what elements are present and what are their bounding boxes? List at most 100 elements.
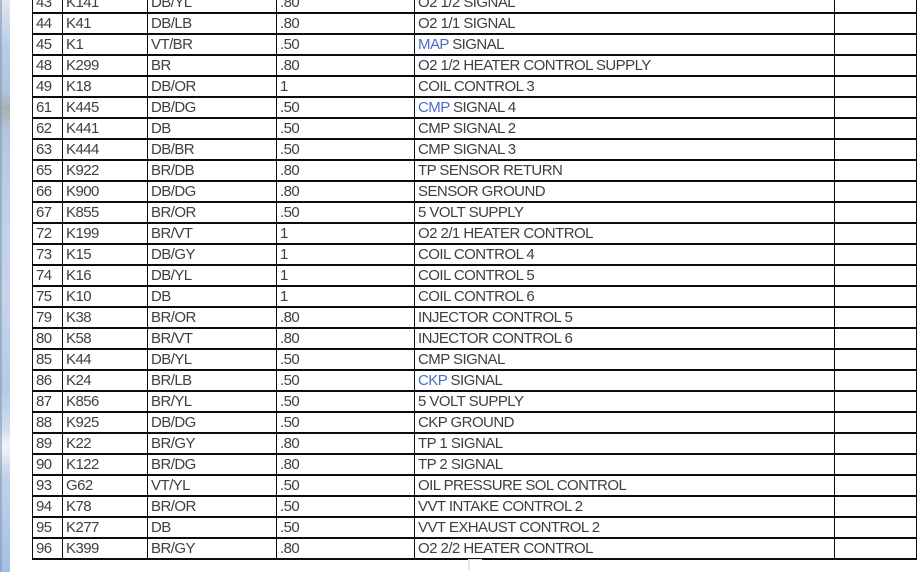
wire-color-code: BR/GY [151, 435, 195, 452]
wire-color-cell: BR/DB [147, 159, 277, 182]
notes-cell [834, 348, 917, 371]
circuit-code: K445 [66, 99, 99, 116]
function-cell: O2 1/2 HEATER CONTROL SUPPLY [414, 54, 835, 77]
wire-color-code: DB/BR [151, 141, 195, 158]
gauge-value: .50 [280, 393, 300, 410]
wire-color-cell: DB/DG [147, 180, 277, 203]
wire-color-cell: DB [147, 285, 277, 308]
function-cell: MAP SIGNAL [414, 33, 835, 56]
background-photo-sliver [0, 0, 10, 572]
notes-cell [834, 54, 917, 77]
pin-cell: 49 [32, 75, 63, 98]
wire-color-cell: DB/YL [147, 348, 277, 371]
circuit-code: K1 [66, 36, 84, 53]
wire-color-code: DB [151, 519, 171, 536]
gauge-cell: .50 [276, 495, 415, 518]
notes-cell [834, 390, 917, 413]
table-row: 88 K925 DB/DG .50 CKP GROUND [32, 411, 917, 434]
wire-color-code: DB/YL [151, 267, 192, 284]
gauge-cell: .50 [276, 138, 415, 161]
pin-cell: 66 [32, 180, 63, 203]
function-text: VVT INTAKE CONTROL 2 [418, 498, 583, 515]
pin-cell: 65 [32, 159, 63, 182]
wire-color-cell: VT/BR [147, 33, 277, 56]
circuit-cell: K856 [62, 390, 148, 413]
function-text: O2 1/2 HEATER CONTROL SUPPLY [418, 57, 651, 74]
wire-color-code: BR/OR [151, 204, 196, 221]
function-text: CMP SIGNAL [418, 351, 505, 368]
circuit-cell: K299 [62, 54, 148, 77]
component-link[interactable]: MAP [418, 36, 449, 53]
circuit-cell: K16 [62, 264, 148, 287]
function-text: INJECTOR CONTROL 6 [418, 330, 573, 347]
function-text: COIL CONTROL 6 [418, 288, 535, 305]
pin-number: 62 [36, 120, 52, 137]
notes-cell [834, 201, 917, 224]
pin-cell: 89 [32, 432, 63, 455]
component-link[interactable]: CMP [418, 99, 450, 116]
circuit-cell: K44 [62, 348, 148, 371]
gauge-cell: .80 [276, 432, 415, 455]
function-cell: O2 2/2 HEATER CONTROL [414, 537, 835, 560]
function-cell: INJECTOR CONTROL 6 [414, 327, 835, 350]
wire-color-code: BR/OR [151, 309, 196, 326]
pin-cell: 85 [32, 348, 63, 371]
circuit-cell: K277 [62, 516, 148, 539]
circuit-cell: K855 [62, 201, 148, 224]
circuit-code: K15 [66, 246, 92, 263]
circuit-code: K24 [66, 372, 92, 389]
wire-color-code: VT/YL [151, 477, 190, 494]
pin-number: 66 [36, 183, 52, 200]
circuit-code: K922 [66, 162, 99, 179]
wire-color-code: BR/DG [151, 456, 196, 473]
gauge-value: .80 [280, 15, 300, 32]
wire-color-cell: BR [147, 54, 277, 77]
gauge-value: 1 [280, 225, 288, 242]
function-text: TP 2 SIGNAL [418, 456, 503, 473]
pin-number: 88 [36, 414, 52, 431]
function-text: COIL CONTROL 5 [418, 267, 535, 284]
table-row: 87 K856 BR/YL .50 5 VOLT SUPPLY [32, 390, 917, 413]
circuit-code: K41 [66, 15, 92, 32]
gauge-value: .50 [280, 120, 300, 137]
table-row: 48 K299 BR .80 O2 1/2 HEATER CONTROL SUP… [32, 54, 917, 77]
pin-number: 85 [36, 351, 52, 368]
circuit-cell: G62 [62, 474, 148, 497]
notes-cell [834, 432, 917, 455]
pin-cell: 74 [32, 264, 63, 287]
table-row: 66 K900 DB/DG .80 SENSOR GROUND [32, 180, 917, 203]
circuit-cell: K900 [62, 180, 148, 203]
pin-number: 63 [36, 141, 52, 158]
wire-color-code: DB/DG [151, 183, 196, 200]
function-cell: TP SENSOR RETURN [414, 159, 835, 182]
gauge-value: 1 [280, 78, 288, 95]
notes-cell [834, 264, 917, 287]
gauge-cell: .80 [276, 453, 415, 476]
pin-cell: 43 [32, 0, 63, 14]
wire-color-cell: BR/GY [147, 432, 277, 455]
circuit-code: K16 [66, 267, 92, 284]
wire-color-cell: BR/GY [147, 537, 277, 560]
function-text: CMP SIGNAL 2 [418, 120, 516, 137]
table-row: 65 K922 BR/DB .80 TP SENSOR RETURN [32, 159, 917, 182]
notes-cell [834, 75, 917, 98]
pin-cell: 79 [32, 306, 63, 329]
table-row: 85 K44 DB/YL .50 CMP SIGNAL [32, 348, 917, 371]
gauge-value: .50 [280, 414, 300, 431]
wire-color-cell: VT/YL [147, 474, 277, 497]
component-link[interactable]: CKP [418, 372, 447, 389]
function-text: VVT EXHAUST CONTROL 2 [418, 519, 600, 536]
circuit-code: K299 [66, 57, 99, 74]
circuit-code: K399 [66, 540, 99, 557]
function-cell: 5 VOLT SUPPLY [414, 201, 835, 224]
gauge-value: .80 [280, 57, 300, 74]
pin-number: 94 [36, 498, 52, 515]
connector-pinout-table: 43 K141 DB/YL .80 O2 1/2 SIGNAL 44 K41 D… [32, 0, 917, 560]
pin-cell: 88 [32, 411, 63, 434]
gauge-cell: .50 [276, 390, 415, 413]
notes-cell [834, 0, 917, 14]
circuit-code: G62 [66, 477, 93, 494]
notes-cell [834, 159, 917, 182]
circuit-cell: K41 [62, 12, 148, 35]
gauge-cell: .50 [276, 369, 415, 392]
